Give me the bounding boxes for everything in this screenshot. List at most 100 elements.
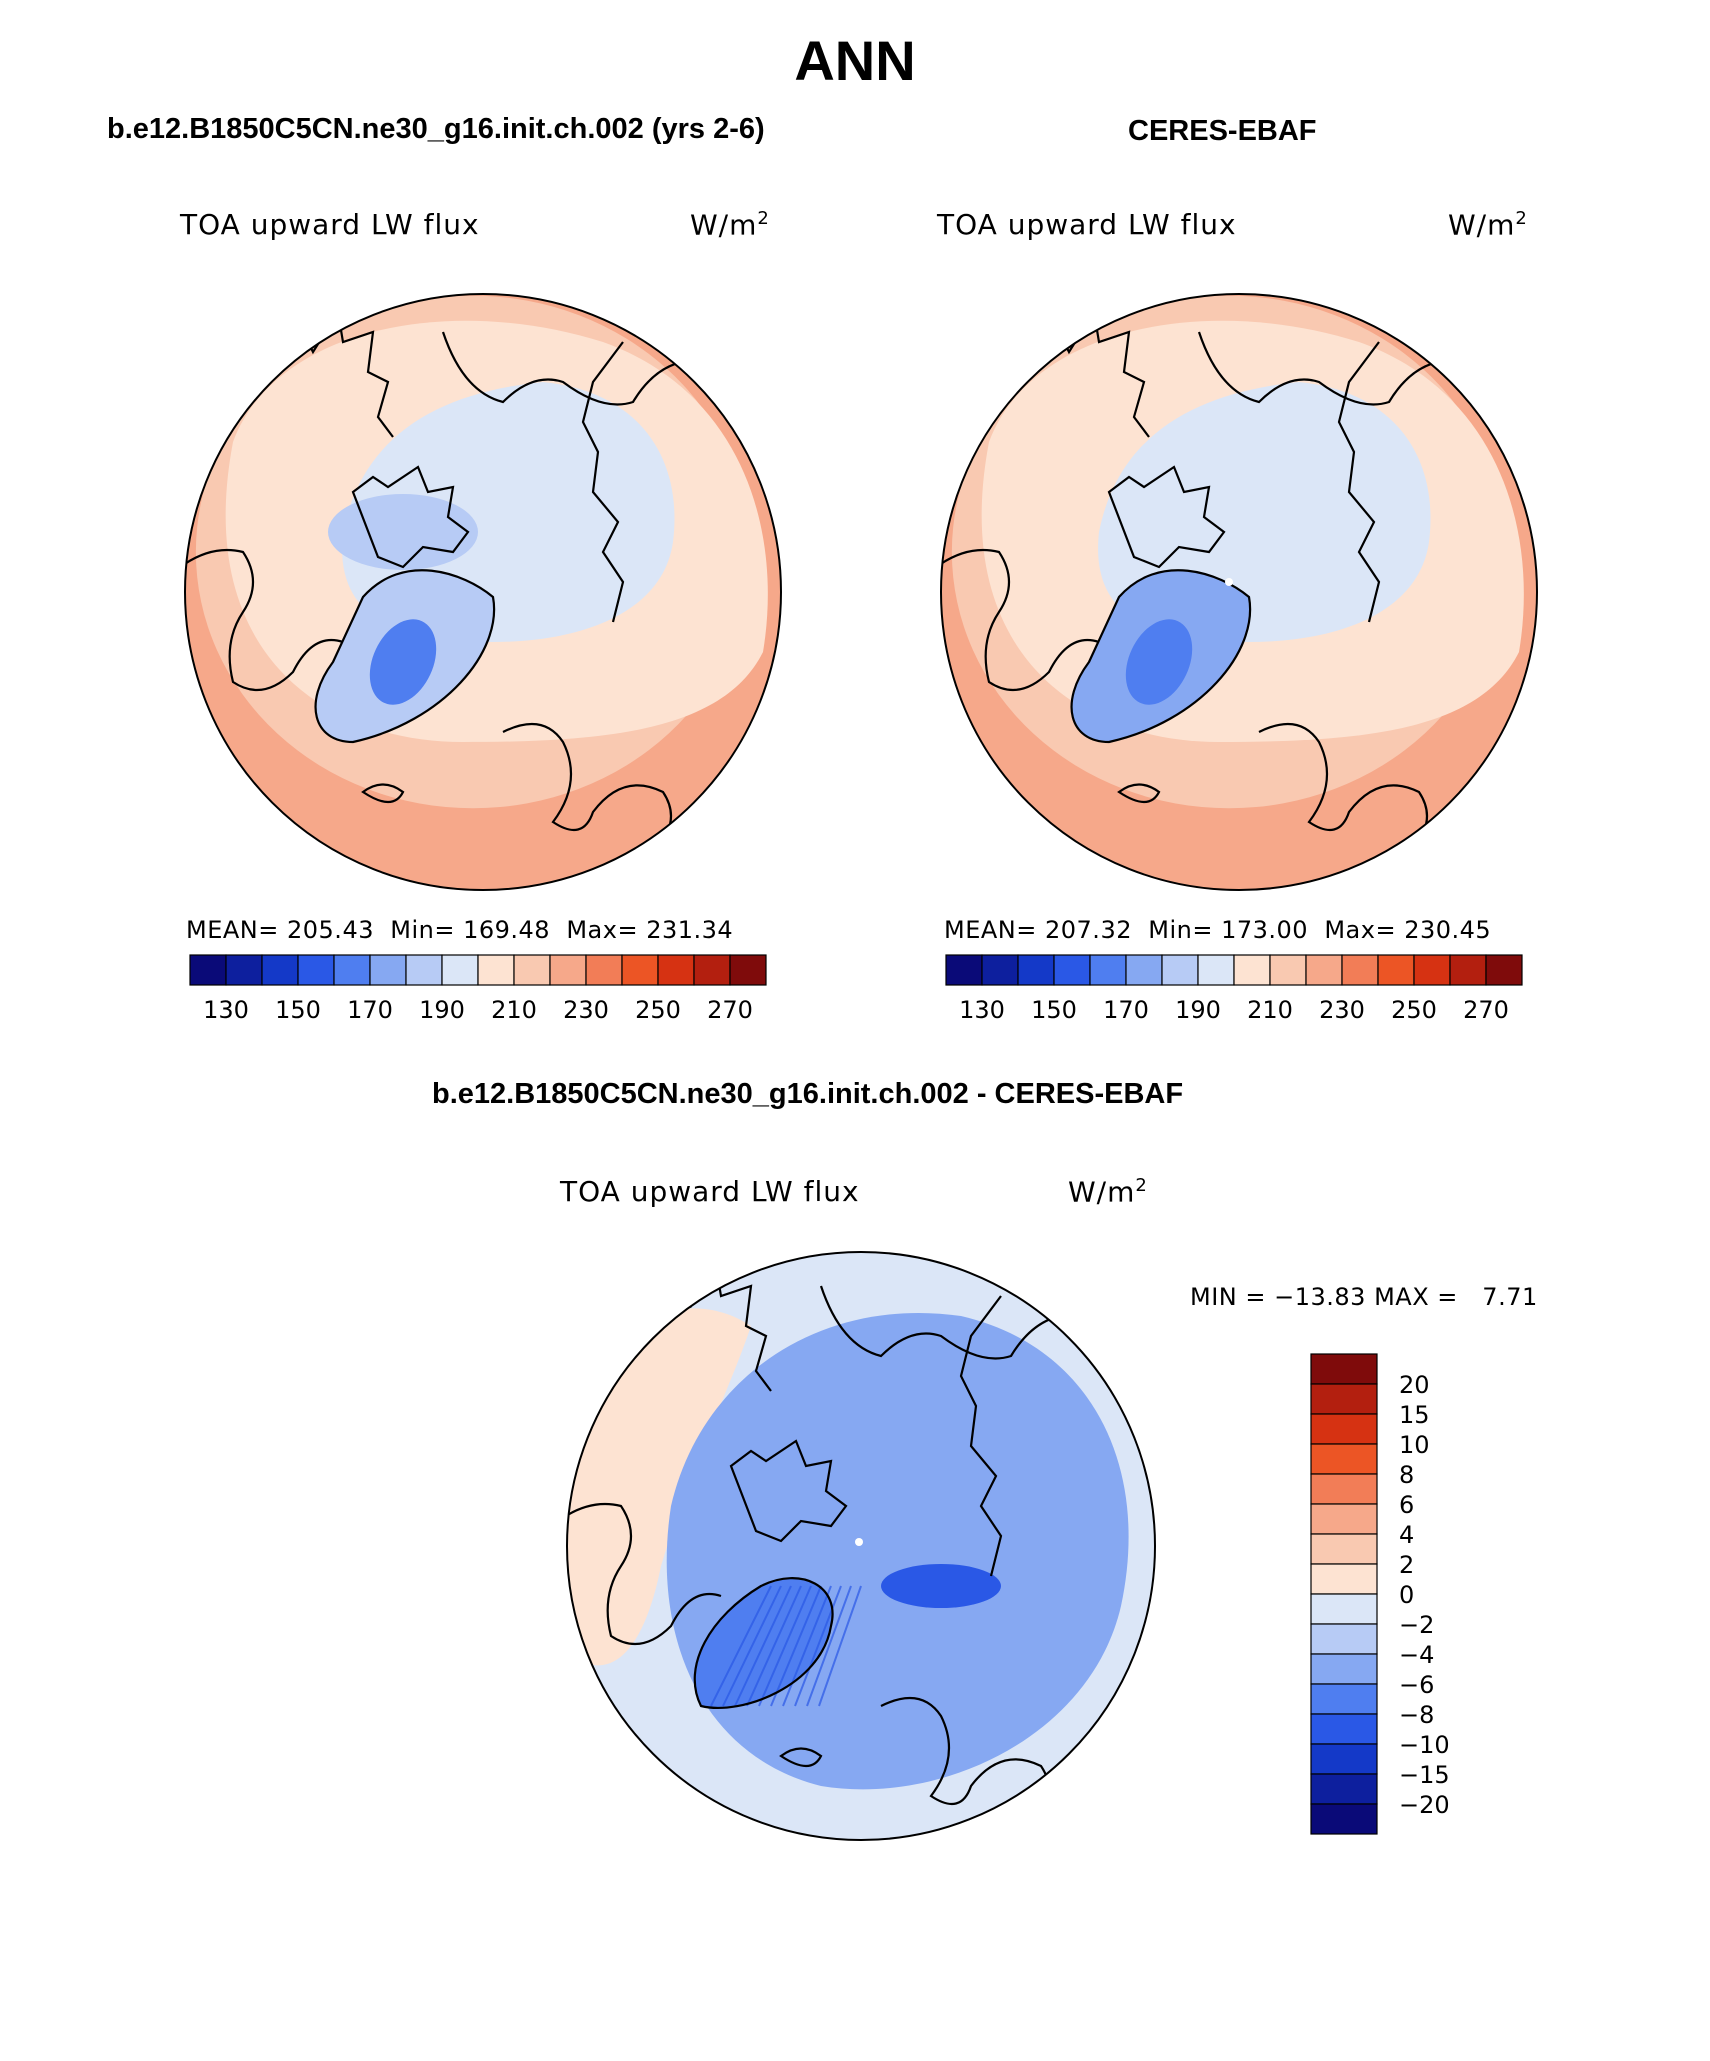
model-colorbar-tick-1: 150 [275,996,321,1024]
figure-title: ANN [794,29,916,92]
model-colorbar-box-13 [657,954,695,986]
diff-colorbar-box-0 [1310,1353,1378,1385]
diff-colorbar-tick-7: 0 [1399,1581,1414,1609]
model-colorbar: 130 150 170 190 210 230 250 270 [189,954,767,1024]
coast-siberia [441,331,714,406]
diff-colorbar-tick-4: 6 [1399,1491,1414,1519]
coast-hudson [941,548,1100,692]
obs-colorbar-box-5 [1125,954,1163,986]
diff-colorbar-box-6 [1310,1533,1378,1565]
diff-colorbar-tick-13: −15 [1399,1761,1450,1789]
obs-colorbar-tick-0: 130 [959,996,1005,1024]
coast-hudson [185,548,344,692]
coast-archipelago [1107,465,1226,569]
model-colorbar-box-12 [621,954,659,986]
diff-colorbar-tick-2: 10 [1399,1431,1430,1459]
model-mean-value: 205.43 [287,916,374,944]
model-variable-label: TOA upward LW flux [180,208,480,241]
obs-colorbar: 130 150 170 190 210 230 250 270 [945,954,1523,1024]
coast-eurasia [959,1295,1003,1577]
diff-colorbar-tick-9: −4 [1399,1641,1434,1669]
coast-eurasia [581,341,625,623]
obs-max-label: Max= [1324,916,1397,944]
diff-colorbar-box-13 [1310,1743,1378,1775]
diff-max-label: MAX = [1374,1283,1458,1311]
obs-colorbar-box-3 [1053,954,1091,986]
region-canadian-archipelago [328,494,478,570]
pole-hole [855,1538,863,1546]
diff-colorbar-box-5 [1310,1503,1378,1535]
region-greenland-core [369,619,437,705]
obs-colorbar-box-7 [1197,954,1235,986]
diff-colorbar-tick-8: −2 [1399,1611,1434,1639]
diff-colorbar-tick-10: −6 [1399,1671,1434,1699]
obs-variable-label: TOA upward LW flux [937,208,1237,241]
model-colorbar-box-9 [513,954,551,986]
coast-siberia [1197,331,1470,406]
diff-colorbar-tick-12: −10 [1399,1731,1450,1759]
model-colorbar-box-1 [225,954,263,986]
region-barents-deep [881,1564,1001,1608]
coast-archipelago [729,1439,848,1543]
diff-colorbar-box-3 [1310,1443,1378,1475]
model-units-label: W/m2 [690,208,770,242]
model-colorbar-box-8 [477,954,515,986]
diff-colorbar-box-9 [1310,1623,1378,1655]
pole-hole [1225,578,1233,586]
diff-variable-label: TOA upward LW flux [560,1175,860,1208]
coast-siberia [819,1285,1092,1360]
diff-colorbar-tick-5: 4 [1399,1521,1414,1549]
coastlines [941,308,1470,890]
coast-eurasia [1337,341,1381,623]
region-greenland-core [1125,619,1193,705]
model-min-label: Min= [390,916,455,944]
obs-max-value: 230.45 [1404,916,1492,944]
model-colorbar-box-3 [297,954,335,986]
diff-units-label: W/m2 [1068,1175,1148,1209]
diff-colorbar-box-7 [1310,1563,1378,1595]
model-colorbar-box-2 [261,954,299,986]
diff-colorbar-tick-14: −20 [1399,1791,1450,1819]
diff-colorbar-tick-6: 2 [1399,1551,1414,1579]
diff-colorbar-box-12 [1310,1713,1378,1745]
diff-stats: MIN = −13.83 MAX = 7.71 [1190,1283,1538,1311]
coast-greenland [1070,569,1252,744]
obs-colorbar-tick-1: 150 [1031,996,1077,1024]
map-border [566,1251,1156,1841]
coast-greenland [314,569,496,744]
model-colorbar-tick-0: 130 [203,996,249,1024]
obs-colorbar-box-4 [1089,954,1127,986]
obs-min-value: 173.00 [1221,916,1309,944]
model-polar-map [184,293,782,891]
diff-colorbar-box-10 [1310,1653,1378,1685]
coast-greenland [693,1577,834,1709]
model-mean-label: MEAN= [186,916,279,944]
coast-hudson [567,1502,722,1646]
obs-colorbar-tick-5: 230 [1319,996,1365,1024]
model-colorbar-tick-3: 190 [419,996,465,1024]
diff-polar-map [566,1251,1156,1841]
model-colorbar-box-14 [693,954,731,986]
obs-colorbar-box-11 [1341,954,1379,986]
obs-colorbar-box-10 [1305,954,1343,986]
model-max-label: Max= [566,916,639,944]
coast-iceland [1117,783,1161,804]
coast-iceland [779,1747,823,1768]
model-colorbar-box-11 [585,954,623,986]
model-colorbar-box-5 [369,954,407,986]
model-colorbar-tick-7: 270 [707,996,753,1024]
obs-colorbar-tick-6: 250 [1391,996,1437,1024]
model-stats: MEAN= 205.43 Min= 169.48 Max= 231.34 [186,916,733,944]
obs-mean-label: MEAN= [944,916,1037,944]
obs-colorbar-tick-2: 170 [1103,996,1149,1024]
diff-colorbar-box-15 [1310,1803,1378,1835]
diff-colorbar-box-2 [1310,1413,1378,1445]
model-colorbar-tick-4: 210 [491,996,537,1024]
obs-colorbar-box-13 [1413,954,1451,986]
diff-colorbar-tick-1: 15 [1399,1401,1430,1429]
obs-colorbar-box-14 [1449,954,1487,986]
obs-colorbar-box-6 [1161,954,1199,986]
obs-mean-value: 207.32 [1045,916,1132,944]
model-max-value: 231.34 [646,916,734,944]
